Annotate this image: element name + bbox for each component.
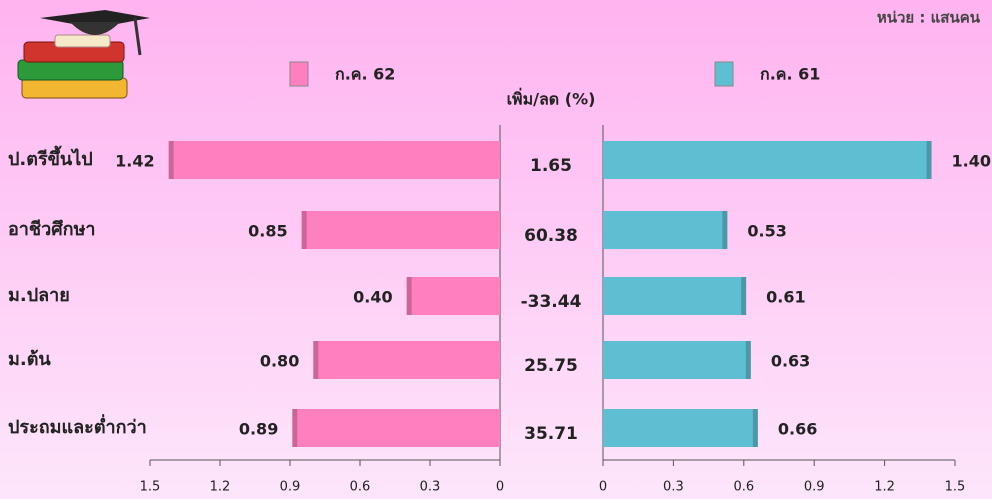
- x-tick-label: 0.6: [733, 480, 754, 495]
- bar: [169, 141, 500, 179]
- change-label: 35.71: [524, 424, 578, 444]
- category-label: อาชีวศึกษา: [8, 219, 96, 240]
- legend-label: ก.ค. 61: [760, 65, 820, 84]
- change-label: 25.75: [524, 356, 578, 376]
- x-tick-label: 0: [599, 480, 607, 495]
- x-tick-label: 1.2: [210, 480, 231, 495]
- value-label: 0.40: [353, 288, 392, 307]
- value-label: 0.89: [239, 420, 278, 439]
- chart: หน่วย : แสนคน เพิ่ม/ลด (%) 0 0.3 0.6 0.9 1.2…: [0, 0, 992, 499]
- value-label: 1.42: [115, 152, 154, 171]
- x-tick-label: 1.5: [945, 480, 966, 495]
- x-tick-label: 1.5: [140, 480, 161, 495]
- x-tick-label: 0: [496, 480, 504, 495]
- value-label: 0.80: [260, 352, 299, 371]
- category-label: ม.ปลาย: [8, 285, 70, 306]
- bar: [407, 277, 500, 315]
- bar-edge: [302, 211, 307, 249]
- legend-swatch: [290, 62, 308, 86]
- bar: [603, 141, 932, 179]
- x-tick-label: 0.3: [663, 480, 684, 495]
- change-label: -33.44: [521, 292, 582, 312]
- value-label: 0.63: [771, 352, 810, 371]
- x-tick-label: 0.9: [804, 480, 825, 495]
- value-label: 0.61: [766, 288, 805, 307]
- bar: [302, 211, 500, 249]
- category-label: ประถมและต่ำกว่า: [8, 414, 147, 438]
- legend-label: ก.ค. 62: [335, 65, 395, 84]
- change-title: เพิ่ม/ลด (%): [507, 88, 596, 109]
- bar-edge: [722, 211, 727, 249]
- bar-edge: [741, 277, 746, 315]
- bar-edge: [927, 141, 932, 179]
- bar: [313, 341, 500, 379]
- bar: [603, 341, 751, 379]
- bar: [292, 409, 500, 447]
- category-label: ป.ตรีขึ้นไป: [8, 145, 93, 170]
- value-label: 0.85: [248, 222, 287, 241]
- bar-edge: [407, 277, 412, 315]
- bar-edge: [753, 409, 758, 447]
- bar: [603, 277, 746, 315]
- value-label: 0.53: [747, 222, 786, 241]
- x-tick-label: 0.6: [350, 480, 371, 495]
- bar: [603, 211, 727, 249]
- bar-edge: [313, 341, 318, 379]
- value-label: 0.66: [778, 420, 817, 439]
- category-label: ม.ต้น: [8, 349, 51, 370]
- value-label: 1.40: [952, 152, 991, 171]
- x-tick-label: 0.3: [420, 480, 441, 495]
- change-label: 1.65: [530, 156, 572, 176]
- bar-edge: [746, 341, 751, 379]
- legend-swatch: [715, 62, 733, 86]
- unit-label: หน่วย : แสนคน: [877, 9, 981, 27]
- bar: [603, 409, 758, 447]
- bar-edge: [169, 141, 174, 179]
- change-label: 60.38: [524, 226, 578, 246]
- x-tick-label: 0.9: [280, 480, 301, 495]
- bar-edge: [292, 409, 297, 447]
- x-tick-label: 1.2: [874, 480, 895, 495]
- page: {"chart_data": {"type": "butterfly", "un…: [0, 0, 992, 499]
